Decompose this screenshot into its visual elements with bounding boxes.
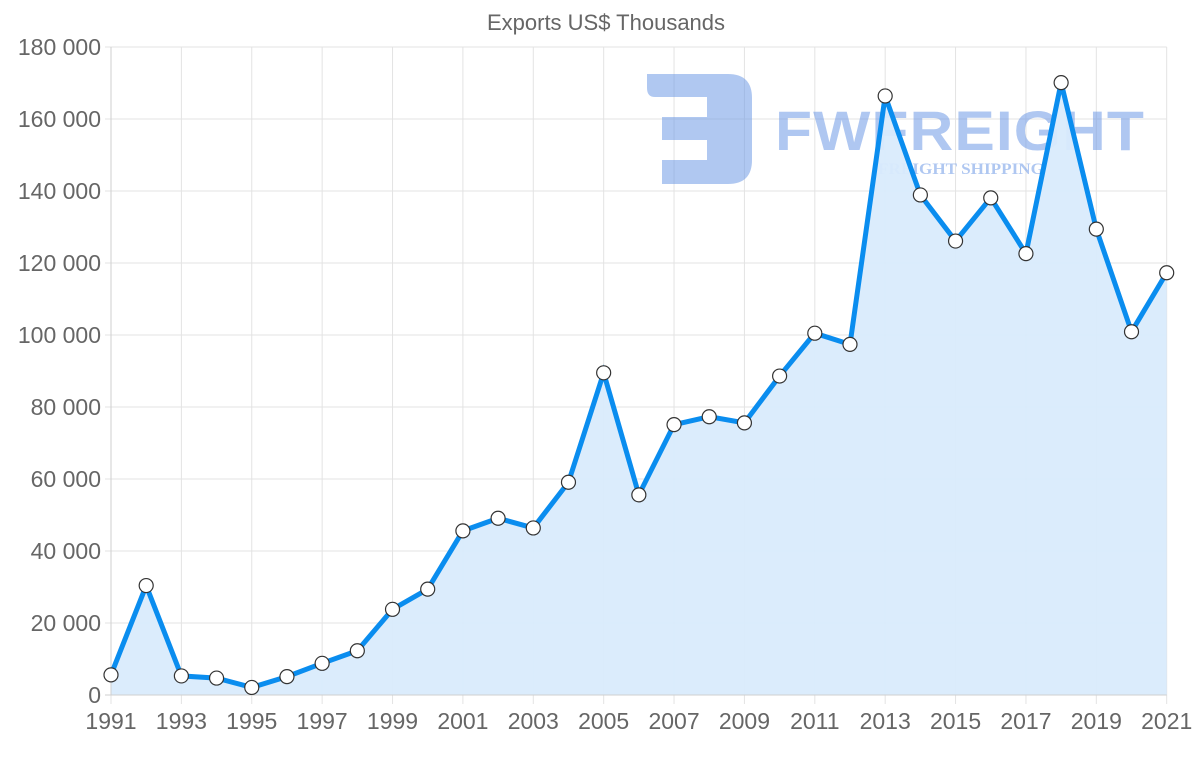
data-point-1993[interactable] — [173, 668, 189, 684]
x-axis-tick-labels: 1991 1993 1995 1997 1999 2001 2003 2005 2007 2009… — [85, 708, 1192, 734]
y-axis-tick-labels: 0 20 000 40 000 60 000 80 000 100 000 120 000 1… — [18, 34, 101, 708]
y-tick-label: 100 000 — [18, 322, 101, 348]
data-point-2016[interactable] — [983, 190, 999, 206]
data-point-2011[interactable] — [807, 325, 823, 341]
data-point-2001[interactable] — [455, 523, 471, 539]
x-tick-label: 2015 — [930, 708, 981, 734]
data-point-2010[interactable] — [772, 368, 788, 384]
data-point-2015[interactable] — [947, 233, 964, 249]
fwfreight-logo-icon — [647, 74, 752, 184]
data-point-2005[interactable] — [596, 365, 612, 381]
data-point-1998[interactable] — [349, 643, 365, 659]
x-tick-label: 1991 — [85, 708, 136, 734]
data-point-2008[interactable] — [701, 409, 717, 425]
area-fill — [111, 82, 1167, 695]
data-point-2021[interactable] — [1159, 265, 1175, 281]
data-point-1997[interactable] — [314, 655, 330, 671]
watermark-brand: FWFREIGHT — [775, 99, 1145, 162]
y-tick-label: 0 — [88, 682, 101, 708]
fwfreight-watermark: FWFREIGHT FREIGHT SHIPPING — [647, 74, 1145, 184]
data-point-2003[interactable] — [525, 520, 541, 536]
x-tick-label: 2019 — [1071, 708, 1122, 734]
x-tick-label: 2007 — [648, 708, 699, 734]
data-point-2009[interactable] — [736, 415, 753, 431]
x-tick-label: 2003 — [508, 708, 559, 734]
data-point-1992[interactable] — [138, 577, 154, 594]
data-point-1999[interactable] — [384, 601, 401, 617]
data-point-2019[interactable] — [1088, 221, 1104, 237]
x-tick-label: 2001 — [437, 708, 488, 734]
axes — [105, 47, 1167, 696]
y-tick-label: 140 000 — [18, 178, 101, 204]
x-tick-label: 1993 — [156, 708, 207, 734]
y-tick-label: 20 000 — [31, 610, 101, 636]
x-tick-label: 1997 — [297, 708, 348, 734]
data-point-2000[interactable] — [420, 581, 436, 597]
y-tick-label: 80 000 — [31, 394, 101, 420]
data-point-1991[interactable] — [103, 667, 119, 683]
x-tick-label: 2005 — [578, 708, 629, 734]
data-point-2017[interactable] — [1018, 246, 1034, 262]
data-point-2014[interactable] — [912, 187, 928, 203]
data-point-1996[interactable] — [279, 669, 295, 685]
data-point-2018[interactable] — [1053, 75, 1069, 91]
y-tick-label: 60 000 — [31, 466, 101, 492]
x-tick-label: 2013 — [860, 708, 911, 734]
data-point-2020[interactable] — [1123, 324, 1140, 340]
x-tick-label: 2021 — [1141, 708, 1192, 734]
x-tick-label: 2009 — [719, 708, 770, 734]
watermark-tagline: FREIGHT SHIPPING — [878, 161, 1045, 178]
data-point-2007[interactable] — [666, 417, 682, 433]
data-point-2006[interactable] — [631, 487, 647, 503]
data-point-2004[interactable] — [560, 474, 577, 490]
data-point-2002[interactable] — [490, 510, 506, 526]
chart-title: Exports US$ Thousands — [487, 10, 725, 35]
x-tick-label: 2017 — [1000, 708, 1051, 734]
x-tick-label: 1999 — [367, 708, 418, 734]
data-point-markers — [103, 75, 1175, 696]
data-point-1995[interactable] — [244, 679, 260, 696]
series-area — [111, 82, 1167, 695]
y-tick-label: 40 000 — [31, 538, 101, 564]
y-tick-label: 180 000 — [18, 34, 101, 60]
y-tick-label: 160 000 — [18, 106, 101, 132]
x-tick-label: 1995 — [226, 708, 277, 734]
data-point-2013[interactable] — [877, 88, 893, 104]
data-point-1994[interactable] — [208, 670, 225, 686]
y-tick-label: 120 000 — [18, 250, 101, 276]
data-point-2012[interactable] — [842, 336, 858, 352]
x-tick-label: 2011 — [790, 708, 839, 734]
